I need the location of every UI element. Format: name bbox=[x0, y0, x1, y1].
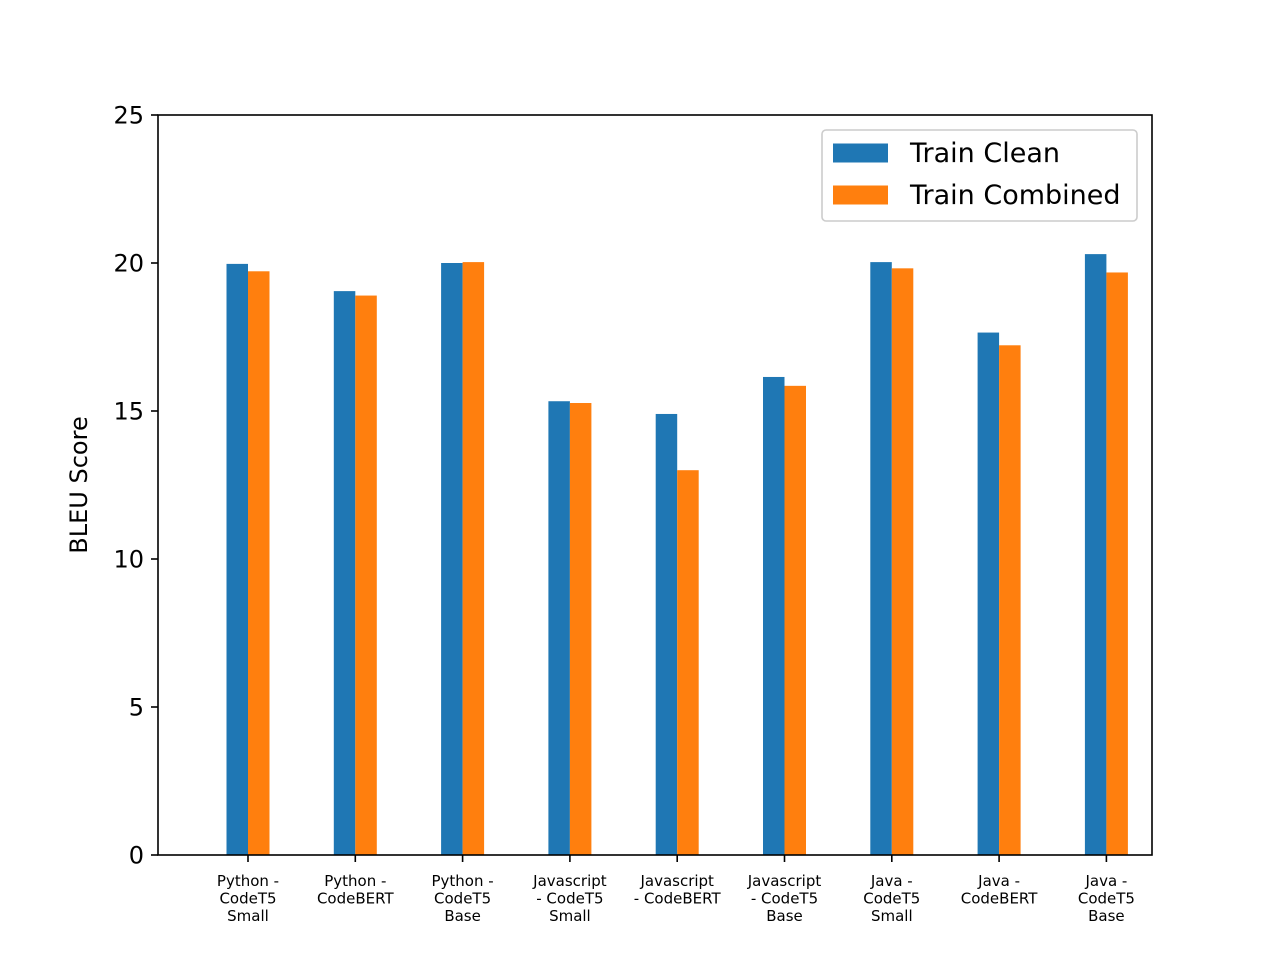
legend-label-train-clean: Train Clean bbox=[909, 138, 1060, 169]
legend-label-train-combined: Train Combined bbox=[909, 180, 1121, 211]
x-tick-label-1: Python -CodeT5 Small bbox=[217, 872, 279, 925]
y-tick-label-15: 15 bbox=[113, 398, 144, 426]
x-tick-label-6: Javascript - CodeT5 Base bbox=[747, 872, 822, 925]
legend-swatch-train-combined bbox=[833, 185, 888, 205]
x-tick-label-5: Javascript - CodeBERT bbox=[634, 872, 722, 908]
x-tick-label-2: Python -CodeBERT bbox=[317, 872, 395, 908]
bar-train-clean-2 bbox=[333, 291, 356, 855]
bar-train-combined-4 bbox=[569, 403, 592, 855]
bar-train-clean-1 bbox=[226, 263, 248, 855]
x-tick-label-3: Python -CodeT5 Base bbox=[432, 872, 494, 925]
y-tick-label-0: 0 bbox=[129, 842, 144, 870]
x-tick-label-8: Java -CodeBERT bbox=[961, 872, 1039, 908]
bar-train-combined-6 bbox=[784, 385, 806, 855]
y-axis-label: BLEU Score bbox=[65, 416, 93, 553]
bar-train-clean-3 bbox=[441, 263, 463, 855]
bar-train-combined-1 bbox=[248, 271, 270, 855]
legend: Train Clean Train Combined bbox=[821, 129, 1138, 222]
bar-train-combined-3 bbox=[462, 262, 485, 855]
x-tick-label-7: Java -CodeT5 Small bbox=[863, 872, 920, 925]
bar-train-combined-8 bbox=[999, 345, 1021, 855]
bar-train-combined-9 bbox=[1106, 272, 1128, 856]
y-tick-label-10: 10 bbox=[113, 546, 144, 574]
bar-train-combined-5 bbox=[677, 470, 699, 855]
bars-layer bbox=[226, 254, 1128, 856]
legend-swatch-train-clean bbox=[833, 143, 888, 163]
plot-area-frame bbox=[157, 114, 1153, 856]
bar-train-clean-9 bbox=[1084, 254, 1107, 855]
bar-train-combined-7 bbox=[891, 268, 914, 856]
x-tick-label-9: Java -CodeT5 Base bbox=[1078, 872, 1135, 925]
bar-train-clean-4 bbox=[548, 401, 570, 855]
bar-train-combined-2 bbox=[355, 295, 377, 855]
y-tick-label-20: 20 bbox=[113, 250, 144, 278]
bar-train-clean-6 bbox=[763, 376, 785, 855]
y-axis: 0 5 10 15 20 25 bbox=[113, 102, 158, 870]
bar-train-clean-7 bbox=[870, 262, 892, 855]
bar-train-clean-8 bbox=[977, 332, 1000, 855]
legend-box bbox=[821, 129, 1138, 222]
y-tick-label-25: 25 bbox=[113, 102, 144, 130]
y-tick-label-5: 5 bbox=[129, 694, 144, 722]
x-tick-label-4: Javascript - CodeT5 Small bbox=[532, 872, 607, 925]
bar-train-clean-5 bbox=[655, 413, 678, 855]
x-axis: Python -CodeT5 Small Python -CodeBERT Pytho… bbox=[217, 855, 1135, 925]
